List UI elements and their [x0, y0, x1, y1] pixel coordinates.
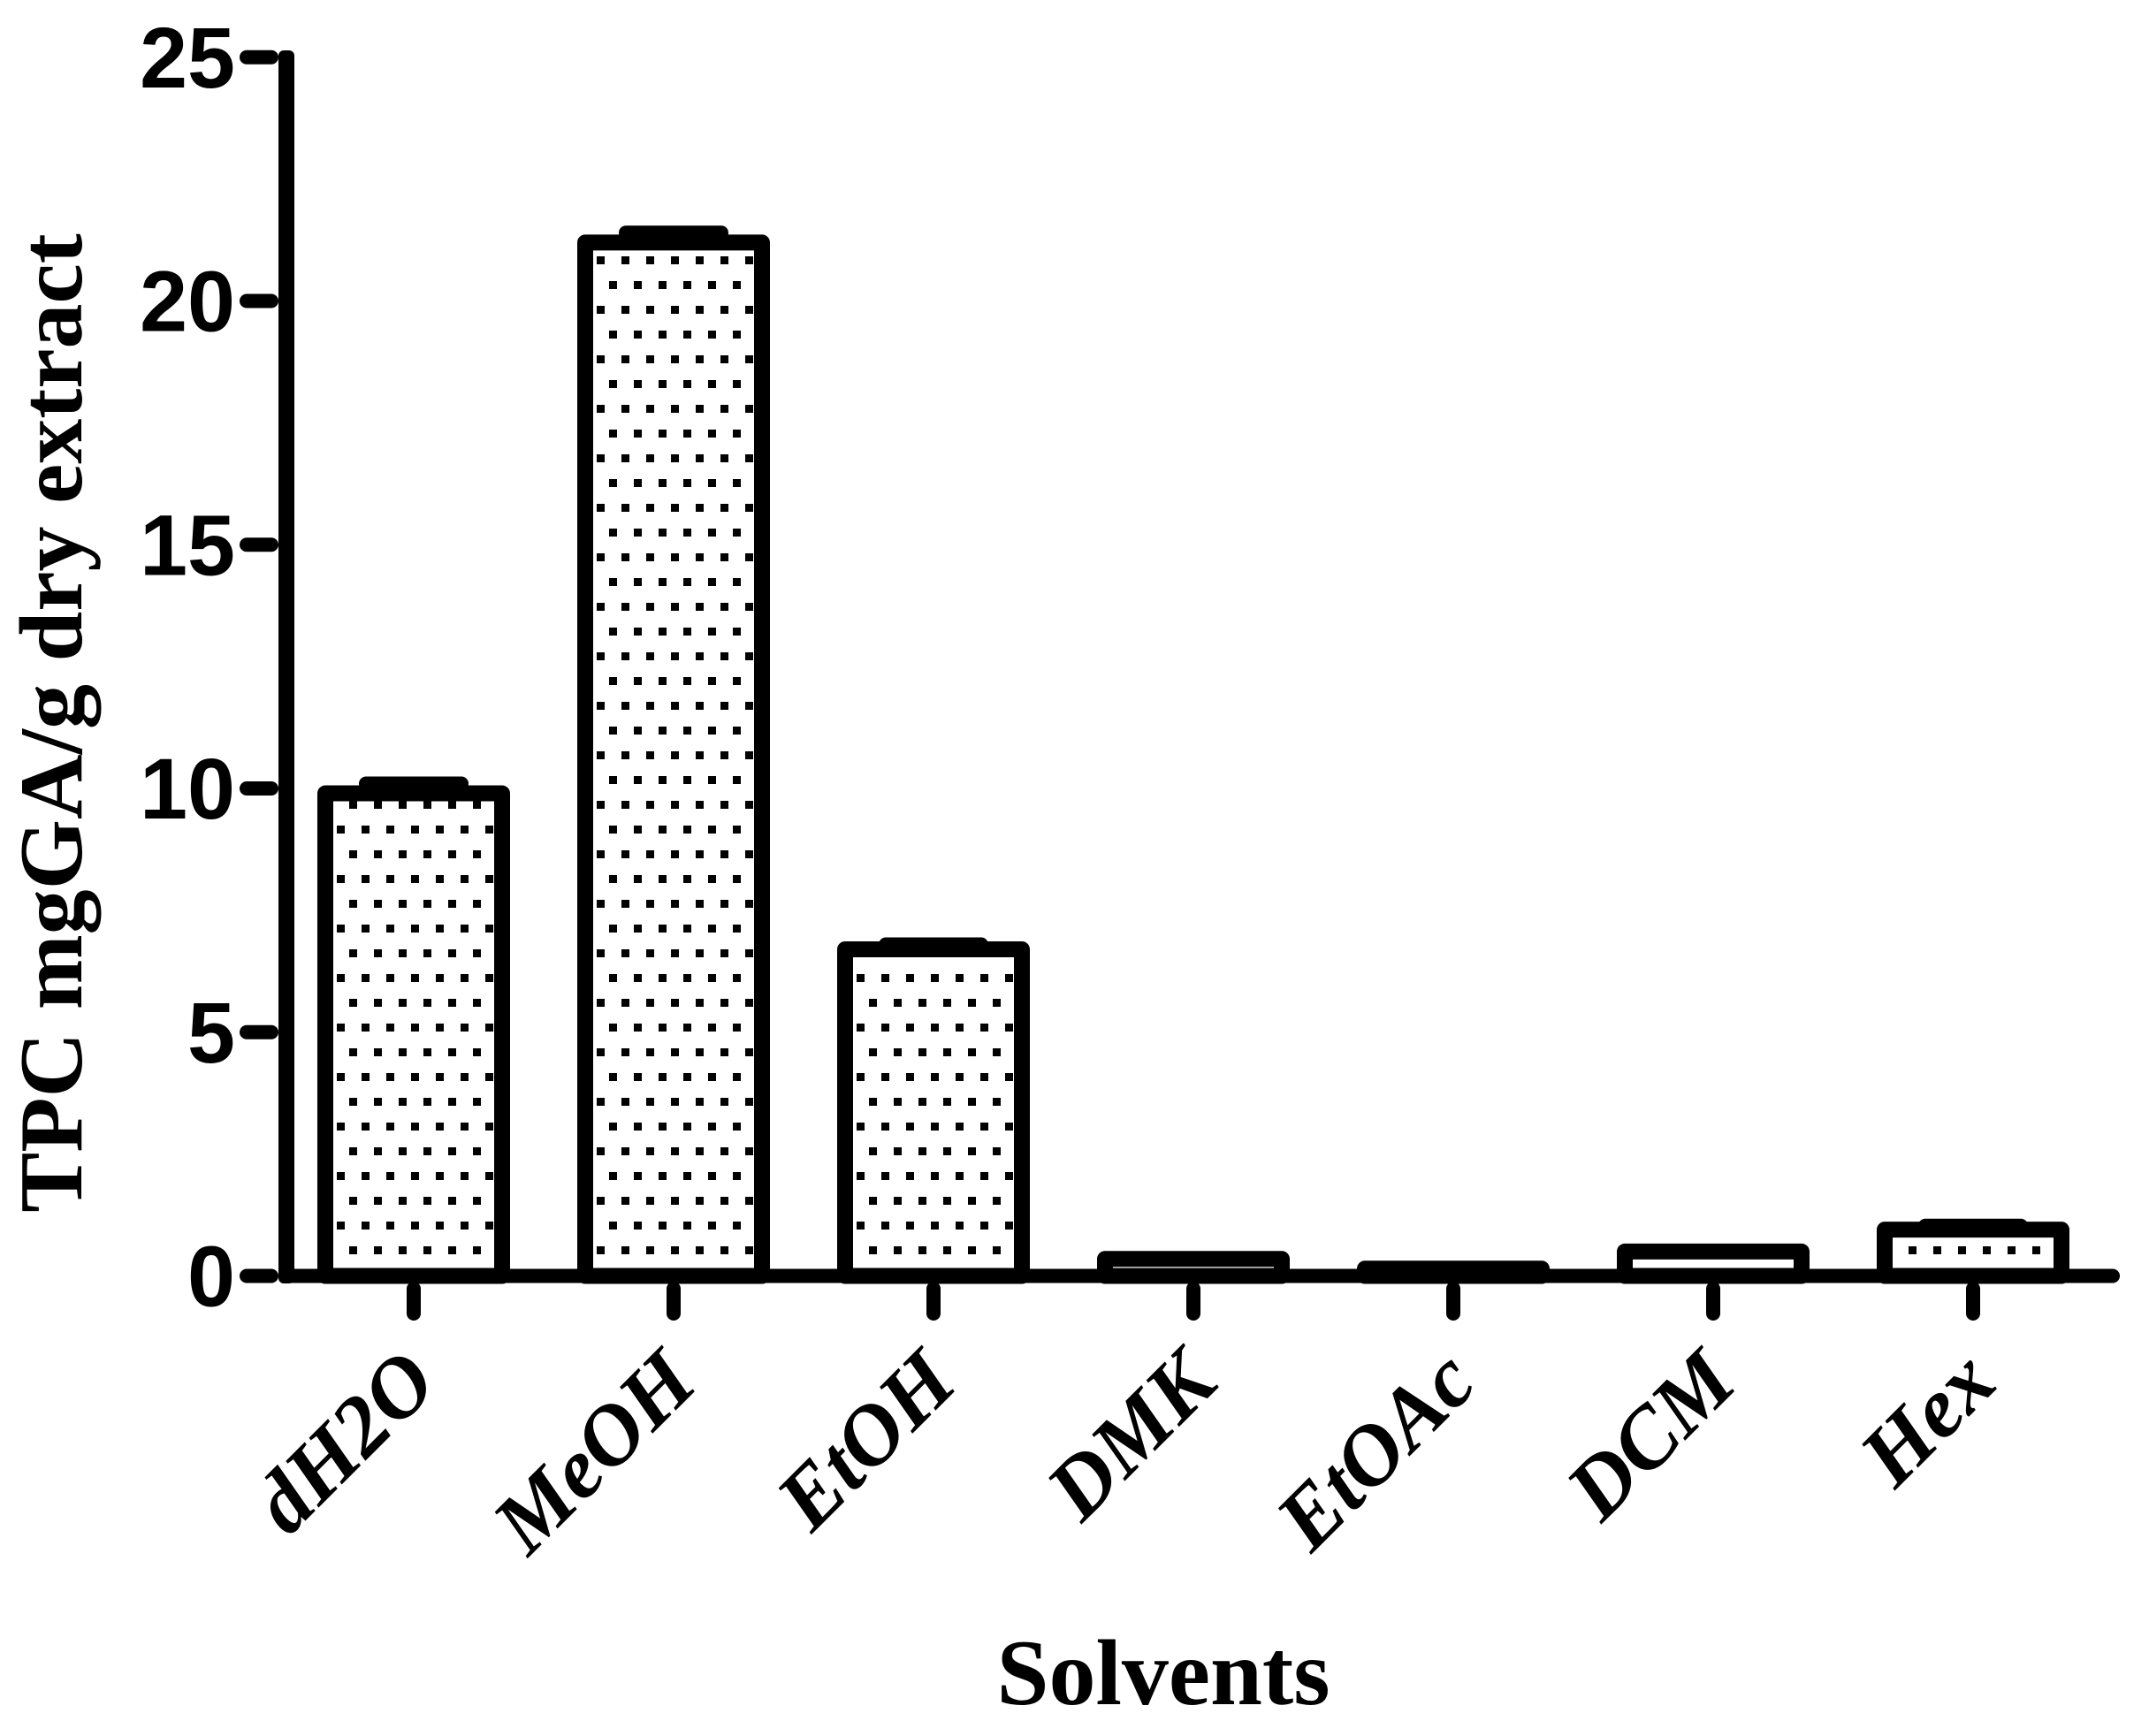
- x-axis-title: Solvents: [997, 1621, 1330, 1725]
- y-tick: [240, 1268, 278, 1283]
- y-tick: [240, 1024, 278, 1039]
- y-axis: 0 5 10 15 20 25: [140, 10, 294, 1325]
- y-axis-title: TPC mgGA/g dry extract: [2, 233, 102, 1213]
- y-tick-label: 0: [187, 1229, 235, 1325]
- y-tick-label: 20: [140, 254, 235, 350]
- x-category-label: DCM: [1547, 1330, 1755, 1538]
- y-tick: [240, 537, 278, 552]
- bar-MeOH: [577, 234, 770, 1284]
- y-tick-label: 10: [140, 741, 235, 837]
- y-axis-spine: [278, 50, 294, 1283]
- y-tick-label: 25: [140, 10, 235, 106]
- y-tick: [240, 49, 278, 65]
- x-category-label: MeOH: [473, 1330, 714, 1572]
- x-tick: [1706, 1282, 1720, 1321]
- x-tick: [1446, 1282, 1460, 1321]
- x-category-label: EtOH: [758, 1330, 975, 1548]
- x-tick: [1966, 1282, 1980, 1321]
- x-axis-line: [278, 1268, 2120, 1283]
- bar-dH2O: [317, 785, 510, 1284]
- x-ticks: [407, 1282, 1980, 1321]
- y-ticks: [240, 49, 278, 1283]
- x-tick: [926, 1282, 941, 1321]
- y-tick: [240, 293, 278, 308]
- x-axis: dH2O MeOH EtOH DMK EtOAc DCM Hex: [235, 1268, 2120, 1572]
- y-tick-label: 5: [187, 985, 235, 1081]
- x-tick: [1186, 1282, 1200, 1321]
- bar-Hex: [1877, 1222, 2069, 1284]
- x-category-label: dH2O: [235, 1332, 453, 1550]
- y-tick-label: 15: [140, 497, 235, 593]
- x-tick: [667, 1282, 681, 1321]
- y-tick-labels: 0 5 10 15 20 25: [140, 10, 235, 1325]
- bars: [317, 225, 2069, 1284]
- y-tick: [240, 781, 278, 796]
- x-category-label: Hex: [1840, 1332, 2012, 1504]
- x-category-label: EtOAc: [1257, 1332, 1493, 1568]
- x-category-label: DMK: [1027, 1329, 1237, 1538]
- x-tick: [407, 1282, 421, 1321]
- bar-EtOH: [837, 940, 1030, 1284]
- x-category-labels: dH2O MeOH EtOH DMK EtOAc DCM Hex: [235, 1329, 2013, 1572]
